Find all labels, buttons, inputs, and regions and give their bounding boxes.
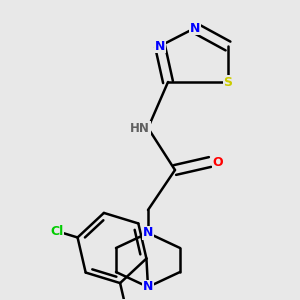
Text: S: S — [224, 76, 232, 88]
Text: N: N — [143, 280, 153, 293]
Text: Cl: Cl — [50, 224, 63, 238]
Text: N: N — [190, 22, 200, 34]
Text: HN: HN — [130, 122, 150, 134]
Text: O: O — [213, 155, 223, 169]
Text: CH₃: CH₃ — [115, 299, 136, 300]
Text: N: N — [143, 226, 153, 239]
Text: N: N — [155, 40, 165, 52]
